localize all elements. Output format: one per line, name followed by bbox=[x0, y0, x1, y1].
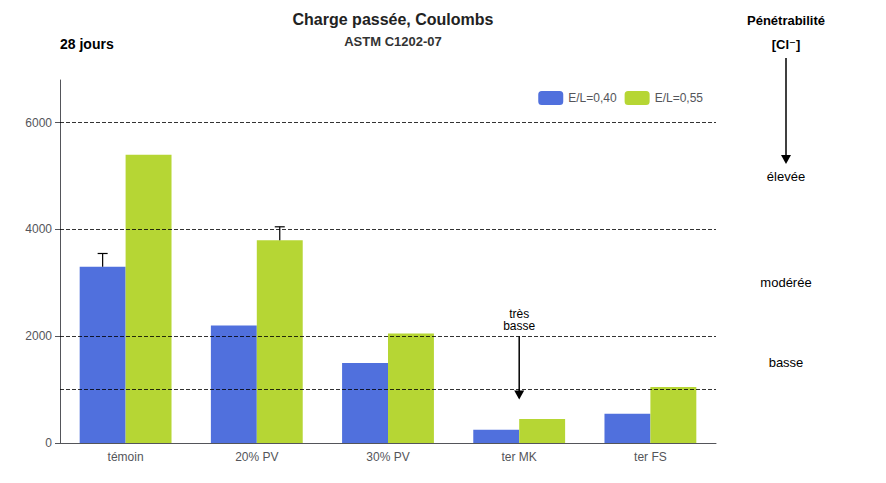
svg-text:4000: 4000 bbox=[25, 222, 52, 236]
svg-text:Pénétrabilité: Pénétrabilité bbox=[747, 13, 825, 28]
svg-text:E/L=0,40: E/L=0,40 bbox=[568, 91, 617, 105]
svg-text:28 jours: 28 jours bbox=[60, 36, 114, 52]
svg-text:basse: basse bbox=[769, 355, 804, 370]
svg-text:20% PV: 20% PV bbox=[235, 450, 278, 464]
svg-text:ter FS: ter FS bbox=[634, 450, 667, 464]
svg-text:très: très bbox=[509, 307, 530, 322]
svg-text:basse: basse bbox=[503, 319, 535, 333]
svg-text:ASTM C1202-07: ASTM C1202-07 bbox=[344, 34, 442, 49]
svg-text:[Cl⁻]: [Cl⁻] bbox=[772, 37, 801, 52]
svg-text:élevée: élevée bbox=[767, 169, 805, 184]
svg-text:Charge passée, Coulombs: Charge passée, Coulombs bbox=[293, 11, 494, 28]
svg-text:30% PV: 30% PV bbox=[366, 450, 409, 464]
svg-text:ter MK: ter MK bbox=[502, 450, 537, 464]
svg-text:témoin: témoin bbox=[108, 450, 144, 464]
svg-text:E/L=0,55: E/L=0,55 bbox=[655, 91, 704, 105]
svg-text:6000: 6000 bbox=[25, 116, 52, 130]
svg-text:modérée: modérée bbox=[760, 275, 811, 290]
svg-text:2000: 2000 bbox=[25, 329, 52, 343]
svg-text:0: 0 bbox=[45, 436, 52, 450]
